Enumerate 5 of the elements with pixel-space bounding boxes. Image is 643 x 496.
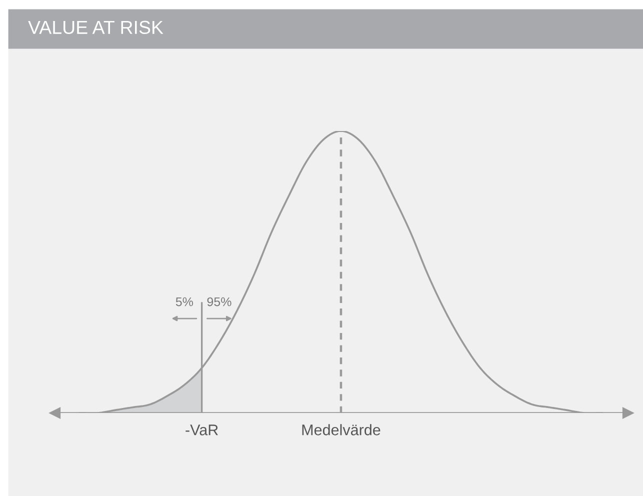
chart-title: VALUE AT RISK — [28, 20, 164, 34]
annotation: 5% — [176, 297, 194, 306]
x-tick-label: Medelvärde — [302, 424, 380, 436]
annotation: 95% — [207, 297, 232, 306]
x-tick-label: -VaR — [186, 424, 218, 436]
